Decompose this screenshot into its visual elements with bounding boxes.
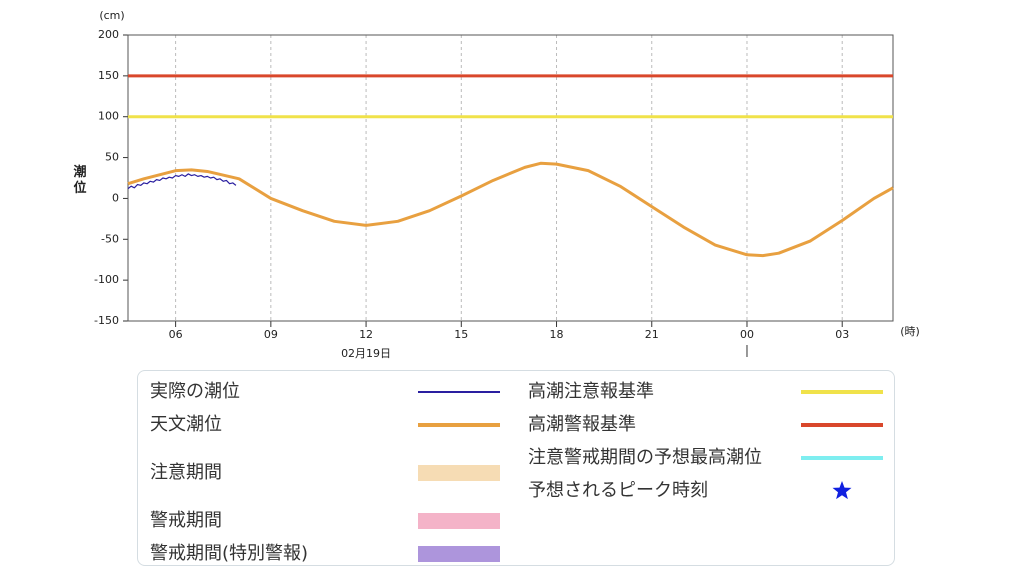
- y-tick-label: 200: [98, 28, 119, 41]
- legend-swatch: [418, 542, 500, 566]
- x-tick-label: 18: [550, 328, 564, 341]
- tide-line: [127, 161, 894, 258]
- x-tick-label: 06: [169, 328, 183, 341]
- legend-label: 天文潮位: [150, 413, 222, 435]
- legend-star: [832, 480, 852, 499]
- y-tick-label: -150: [94, 314, 119, 327]
- y-unit: (cm): [99, 9, 124, 22]
- legend-label: 警戒期間(特別警報): [150, 542, 309, 564]
- legend-item: 警戒期間(特別警報): [150, 537, 516, 570]
- legend-left: 実際の潮位天文潮位注意期間警戒期間警戒期間(特別警報): [138, 371, 516, 565]
- legend-label: 警戒期間: [150, 510, 222, 531]
- tide-line: [127, 173, 237, 190]
- y-tick-label: 100: [98, 110, 119, 123]
- legend-symbol: [418, 513, 500, 529]
- legend-swatch: [801, 479, 883, 503]
- legend-label: 高潮警報基準: [528, 413, 636, 435]
- legend-box: [418, 513, 500, 529]
- x-tick-label: 09: [264, 328, 278, 341]
- legend-item: 予想されるピーク時刻: [528, 474, 894, 507]
- x-tick-label: 00: [740, 328, 754, 341]
- x-tick-label: 15: [454, 328, 468, 341]
- legend-swatch: [418, 380, 500, 404]
- legend-item: 注意期間: [150, 441, 516, 505]
- legend-symbol: [832, 480, 852, 499]
- date-label: 02月19日: [341, 347, 391, 360]
- legend-symbol: [801, 389, 883, 394]
- legend-symbol: [418, 390, 500, 393]
- legend-label: 予想されるピーク時刻: [528, 479, 708, 501]
- legend-swatch: [801, 446, 883, 470]
- legend-symbol: [801, 455, 883, 460]
- x-tick-label: 12: [359, 328, 373, 341]
- legend-swatch: [801, 413, 883, 437]
- legend-item: 高潮注意報基準: [528, 375, 894, 408]
- legend-symbol: [418, 545, 500, 562]
- legend-symbol: [418, 465, 500, 481]
- chart: (cm) (時) 潮位 200 150 100 50 0 -50 -100 -150 06 09 12…: [73, 9, 920, 360]
- legend-box: [418, 465, 500, 481]
- y-tick-label: 0: [112, 191, 119, 204]
- y-tick-label: 50: [105, 151, 119, 164]
- x-tick-label: 03: [835, 328, 849, 341]
- legend-item: 注意警戒期間の予想最高潮位: [528, 441, 894, 474]
- legend-item: 警戒期間: [150, 505, 516, 537]
- legend-label: 注意警戒期間の予想最高潮位: [528, 446, 762, 468]
- legend-swatch: [418, 509, 500, 533]
- legend-swatch: [418, 413, 500, 437]
- legend-swatch: [418, 461, 500, 485]
- y-axis-label: 潮位: [73, 164, 86, 196]
- x-tick-label: 21: [645, 328, 659, 341]
- y-tick-label: 150: [98, 69, 119, 82]
- legend-item: 実際の潮位: [150, 375, 516, 408]
- legend-symbol: [418, 422, 500, 427]
- legend-item: 天文潮位: [150, 408, 516, 441]
- plot-frame: [127, 34, 894, 322]
- legend-item: 高潮警報基準: [528, 408, 894, 441]
- legend-label: 実際の潮位: [150, 380, 240, 402]
- legend-symbol: [801, 422, 883, 427]
- legend-right: 高潮注意報基準 高潮警報基準注意警戒期間の予想最高潮位 予想されるピーク時刻: [516, 371, 894, 565]
- legend-label: 高潮注意報基準: [528, 380, 654, 402]
- legend-label: 注意期間: [150, 462, 222, 483]
- legend-swatch: [801, 380, 883, 404]
- x-unit: (時): [900, 325, 920, 338]
- y-tick-label: -100: [94, 273, 119, 286]
- legend: 実際の潮位天文潮位注意期間警戒期間警戒期間(特別警報) 高潮注意報基準 高潮警報基…: [137, 370, 895, 566]
- legend-box: [418, 545, 500, 562]
- y-tick-label: -50: [101, 232, 119, 245]
